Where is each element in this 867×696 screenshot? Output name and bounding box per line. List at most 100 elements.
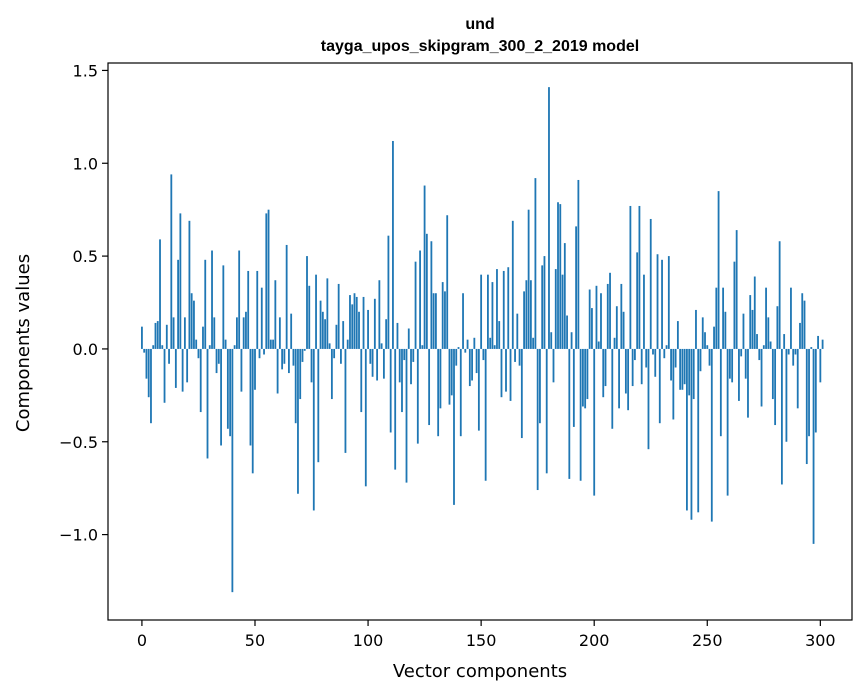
bar-115 [401,348,403,413]
bar-106 [380,343,383,349]
bar-157 [496,269,498,349]
bar-133 [441,282,444,349]
y-tick-label-2: 0.0 [73,340,98,359]
bar-116 [403,348,406,361]
bar-224 [647,348,650,450]
bar-22 [190,293,193,349]
bar-203 [600,293,602,349]
bar-176 [539,348,541,424]
bar-36 [222,265,225,349]
bar-150 [480,274,483,349]
bar-263 [735,230,738,349]
bar-229 [658,348,661,424]
bar-266 [742,313,745,349]
x-tick-label-1: 50 [245,631,265,650]
bar-68 [294,348,297,424]
bar-287 [790,287,792,349]
bar-213 [622,311,625,349]
bar-234 [670,348,672,381]
bar-194 [579,348,582,481]
bar-14 [172,317,175,349]
bar-69 [297,348,299,494]
bar-48 [249,348,252,446]
bar-165 [514,348,516,362]
bar-245 [695,309,697,349]
bar-19 [183,317,186,349]
bar-250 [706,345,709,349]
bar-135 [446,215,449,349]
bar-177 [541,265,544,349]
bar-148 [475,348,478,374]
bar-99 [364,348,367,487]
bar-273 [758,348,761,361]
bar-225 [649,218,652,349]
bar-45 [242,317,245,349]
bar-41 [233,345,236,349]
bar-254 [715,287,718,349]
bar-163 [509,348,512,401]
bar-61 [278,317,281,349]
bar-117 [405,348,408,483]
bar-109 [387,235,390,349]
chart-title-line-1: und [465,16,494,33]
bar-121 [414,261,417,349]
bar-222 [643,274,645,349]
bar-79 [319,300,322,349]
x-tick-label-0: 0 [137,631,147,650]
bar-160 [502,270,505,349]
bar-217 [631,348,634,387]
bar-199 [591,308,593,349]
bar-77 [315,274,317,349]
bar-88 [340,348,342,364]
bar-78 [317,348,320,463]
bar-268 [747,348,749,418]
bar-168 [520,348,523,439]
bar-126 [425,233,428,349]
bar-226 [652,348,654,355]
bar-102 [371,348,374,377]
bar-91 [346,339,349,349]
bar-201 [595,285,598,349]
bar-75 [310,348,313,383]
bar-13 [170,174,173,349]
bar-248 [701,317,704,349]
bar-138 [453,348,455,505]
bar-8 [159,239,161,349]
bar-1 [143,348,146,353]
x-axis-ticks: 0 50 100 150 200 250 300 [137,620,836,650]
bar-146 [471,348,473,381]
bar-130 [435,293,437,349]
bar-220 [638,205,641,349]
bar-281 [776,306,779,349]
bar-134 [444,291,446,349]
bar-156 [493,345,496,349]
bar-218 [634,348,636,361]
bar-216 [629,205,632,349]
bar-261 [731,348,734,383]
bar-247 [699,348,702,372]
bar-155 [491,282,494,349]
bar-0 [141,326,143,349]
bar-50 [254,348,256,390]
bar-140 [457,347,460,349]
bar-15 [174,348,177,388]
bar-230 [661,259,663,349]
bar-300 [819,348,822,383]
bar-284 [783,334,786,349]
bar-278 [769,341,772,349]
bar-112 [394,348,397,470]
x-tick-label-2: 100 [353,631,384,650]
bar-53 [260,287,263,349]
chart-title-line-2: tayga_upos_skipgram_300_2_2019 model [321,38,639,55]
y-tick-label-3: 0.5 [73,247,98,266]
bar-193 [577,179,580,349]
bar-86 [335,324,338,349]
bar-255 [717,191,720,349]
bar-56 [267,209,270,349]
bar-104 [376,348,379,381]
bar-70 [299,348,302,400]
bar-7 [156,321,159,349]
bar-81 [324,319,326,349]
bar-118 [407,328,410,349]
